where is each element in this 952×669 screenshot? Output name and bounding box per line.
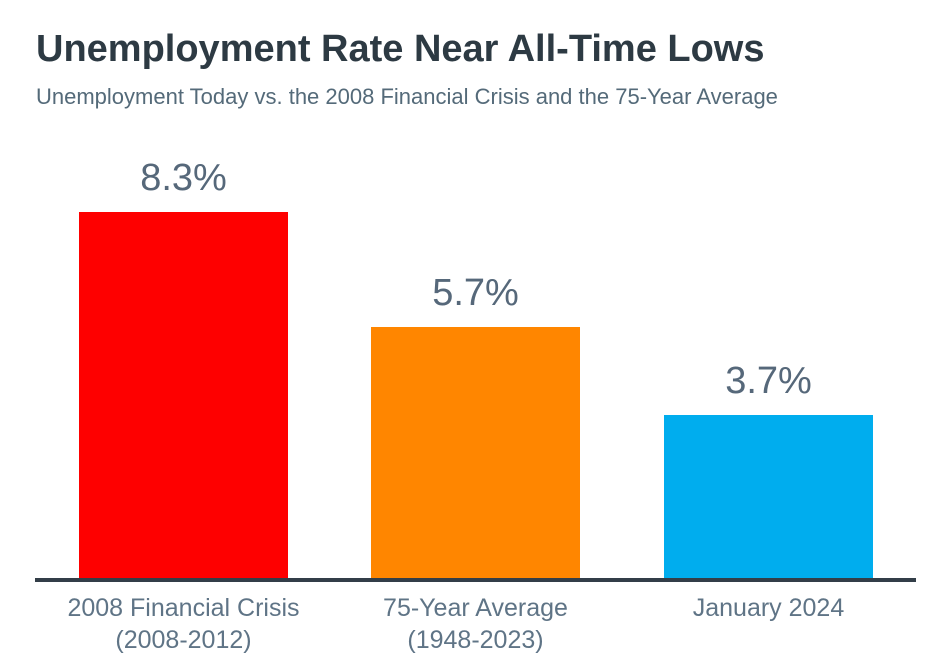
bar-category-label-2: January 2024 (692, 594, 845, 622)
bar-category-label-0: 2008 Financial Crisis (2008-2012) (67, 594, 300, 654)
chart-subtitle: Unemployment Today vs. the 2008 Financia… (36, 84, 778, 109)
x-axis-line (35, 578, 916, 582)
bar-0 (79, 212, 288, 578)
bar-value-label-2: 3.7% (725, 360, 812, 402)
chart-title: Unemployment Rate Near All-Time Lows (36, 28, 765, 70)
bar-value-label-1: 5.7% (432, 272, 519, 314)
bar-value-label-0: 8.3% (140, 157, 227, 199)
bar-2 (664, 415, 873, 578)
bar-category-label-1: 75-Year Average (1948-2023) (383, 594, 568, 654)
bar-1 (371, 327, 580, 578)
